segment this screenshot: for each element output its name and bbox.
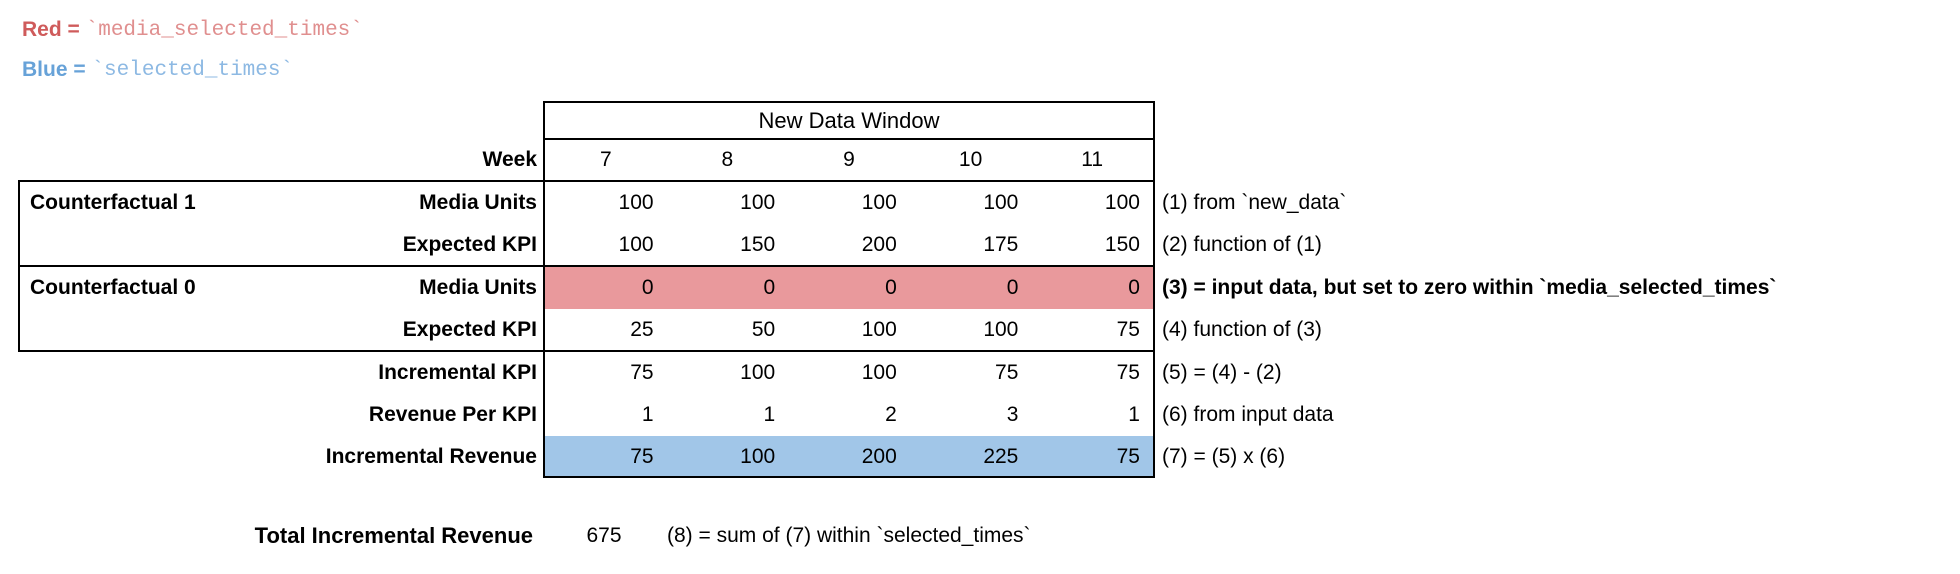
row-annotation: (4) function of (3) [1162,318,1322,341]
week-cell: 11 [1081,148,1104,171]
data-cell: 200 [861,233,897,256]
data-cell: 100 [861,191,897,214]
table-border-line [543,101,1155,103]
row-cells: 1 1 2 3 1 [545,394,1153,436]
table-row-incremental-revenue: Incremental Revenue 75 100 200 225 75 (7… [0,436,1960,478]
data-cell: 75 [630,445,654,468]
row-label: Incremental Revenue [325,445,537,468]
row-annotation: (5) = (4) - (2) [1162,361,1282,384]
legend-blue-label: Blue [22,58,68,81]
row-cells: 100 150 200 175 150 [545,224,1153,266]
data-cell: 75 [630,361,654,384]
data-cell: 100 [740,191,776,214]
row-annotation: (2) function of (1) [1162,233,1322,256]
row-cells-red-highlight: 0 0 0 0 0 [545,267,1153,309]
legend-red-label: Red [22,18,62,41]
week-cell: 8 [721,148,734,171]
data-cell: 1 [1128,403,1140,426]
data-cell: 100 [618,233,654,256]
data-cell: 50 [751,318,776,341]
table-border-line [18,265,1155,267]
group-label-counterfactual-1: Counterfactual 1 [30,191,196,214]
week-cell: 9 [843,148,855,171]
row-cells: 25 50 100 100 75 [545,309,1153,351]
table-border-line [1153,101,1155,478]
legend-red-equals: = [61,18,86,41]
row-cells-blue-highlight: 75 100 200 225 75 [545,436,1153,478]
row-annotation: (1) from `new_data` [1162,191,1347,214]
week-cell: 7 [599,148,612,171]
table-border-line [18,180,1155,182]
data-cell: 75 [1116,361,1140,384]
data-cell: 100 [740,445,776,468]
data-cell: 100 [618,191,654,214]
group-label-counterfactual-0: Counterfactual 0 [30,276,196,299]
table-border-line [543,476,1155,478]
week-cell: 10 [958,148,983,171]
legend-blue-equals: = [67,58,92,81]
data-cell: 75 [1116,445,1140,468]
table-border-line [18,180,20,352]
data-cell: 175 [983,233,1019,256]
data-cell: 100 [861,361,897,384]
data-cell: 0 [1006,276,1019,299]
data-cell: 1 [763,403,776,426]
table-border-line [18,350,1155,352]
total-incremental-revenue-value: 675 [586,524,622,547]
data-cell: 0 [641,276,654,299]
data-cell: 25 [630,318,654,341]
legend-red-code: `media_selected_times` [85,18,363,42]
table-row-incremental-kpi: Incremental KPI 75 100 100 75 75 (5) = (… [0,352,1960,394]
data-cell: 100 [983,318,1019,341]
data-cell: 0 [763,276,776,299]
table-border-line [543,101,545,478]
legend-red-line: Red = `media_selected_times` [22,10,363,50]
data-cell: 100 [861,318,897,341]
data-cell: 100 [983,191,1019,214]
total-annotation: (8) = sum of (7) within `selected_times` [667,524,1031,547]
table-row-revenue-per-kpi: Revenue Per KPI 1 1 2 3 1 (6) from input… [0,394,1960,436]
row-cells: 100 100 100 100 100 [545,182,1153,224]
week-row: Week 7 8 9 10 11 [0,140,1960,180]
data-cell: 100 [1104,191,1140,214]
row-annotation: (7) = (5) x (6) [1162,445,1286,468]
week-row-label: Week [482,148,537,171]
data-cell: 200 [861,445,897,468]
week-cells: 7 8 9 10 11 [545,140,1153,180]
row-cells: 75 100 100 75 75 [545,352,1153,394]
table-row-expected-kpi-cf0: Expected KPI 25 50 100 100 75 (4) functi… [0,309,1960,351]
data-cell: 75 [1116,318,1140,341]
data-cell: 0 [1128,276,1140,299]
data-cell: 1 [641,403,654,426]
row-label: Incremental KPI [378,361,537,384]
color-legend: Red = `media_selected_times` Blue = `sel… [22,10,363,90]
table-border-line [543,138,1155,140]
row-label: Revenue Per KPI [368,403,537,426]
data-cell: 225 [983,445,1019,468]
table-row-expected-kpi-cf1: Expected KPI 100 150 200 175 150 (2) fun… [0,224,1960,266]
data-cell: 2 [885,403,897,426]
table-header-new-data-window: New Data Window [758,107,940,133]
total-row: Total Incremental Revenue 675 (8) = sum … [0,518,1960,554]
row-label: Media Units [419,191,537,214]
row-label: Expected KPI [402,318,537,341]
data-cell: 100 [740,361,776,384]
row-annotation: (6) from input data [1162,403,1334,426]
total-incremental-revenue-label: Total Incremental Revenue [254,523,533,548]
data-cell: 3 [1006,403,1019,426]
data-cell: 150 [1104,233,1140,256]
row-label: Media Units [419,276,537,299]
data-cell: 150 [740,233,776,256]
data-cell: 75 [995,361,1019,384]
legend-blue-line: Blue = `selected_times` [22,50,363,90]
table-row-media-units-cf1: Counterfactual 1 Media Units 100 100 100… [0,182,1960,224]
legend-blue-code: `selected_times` [91,58,294,82]
row-annotation: (3) = input data, but set to zero within… [1162,276,1777,299]
data-cell: 0 [885,276,897,299]
row-label: Expected KPI [402,233,537,256]
table-row-media-units-cf0: Counterfactual 0 Media Units 0 0 0 0 0 (… [0,267,1960,309]
